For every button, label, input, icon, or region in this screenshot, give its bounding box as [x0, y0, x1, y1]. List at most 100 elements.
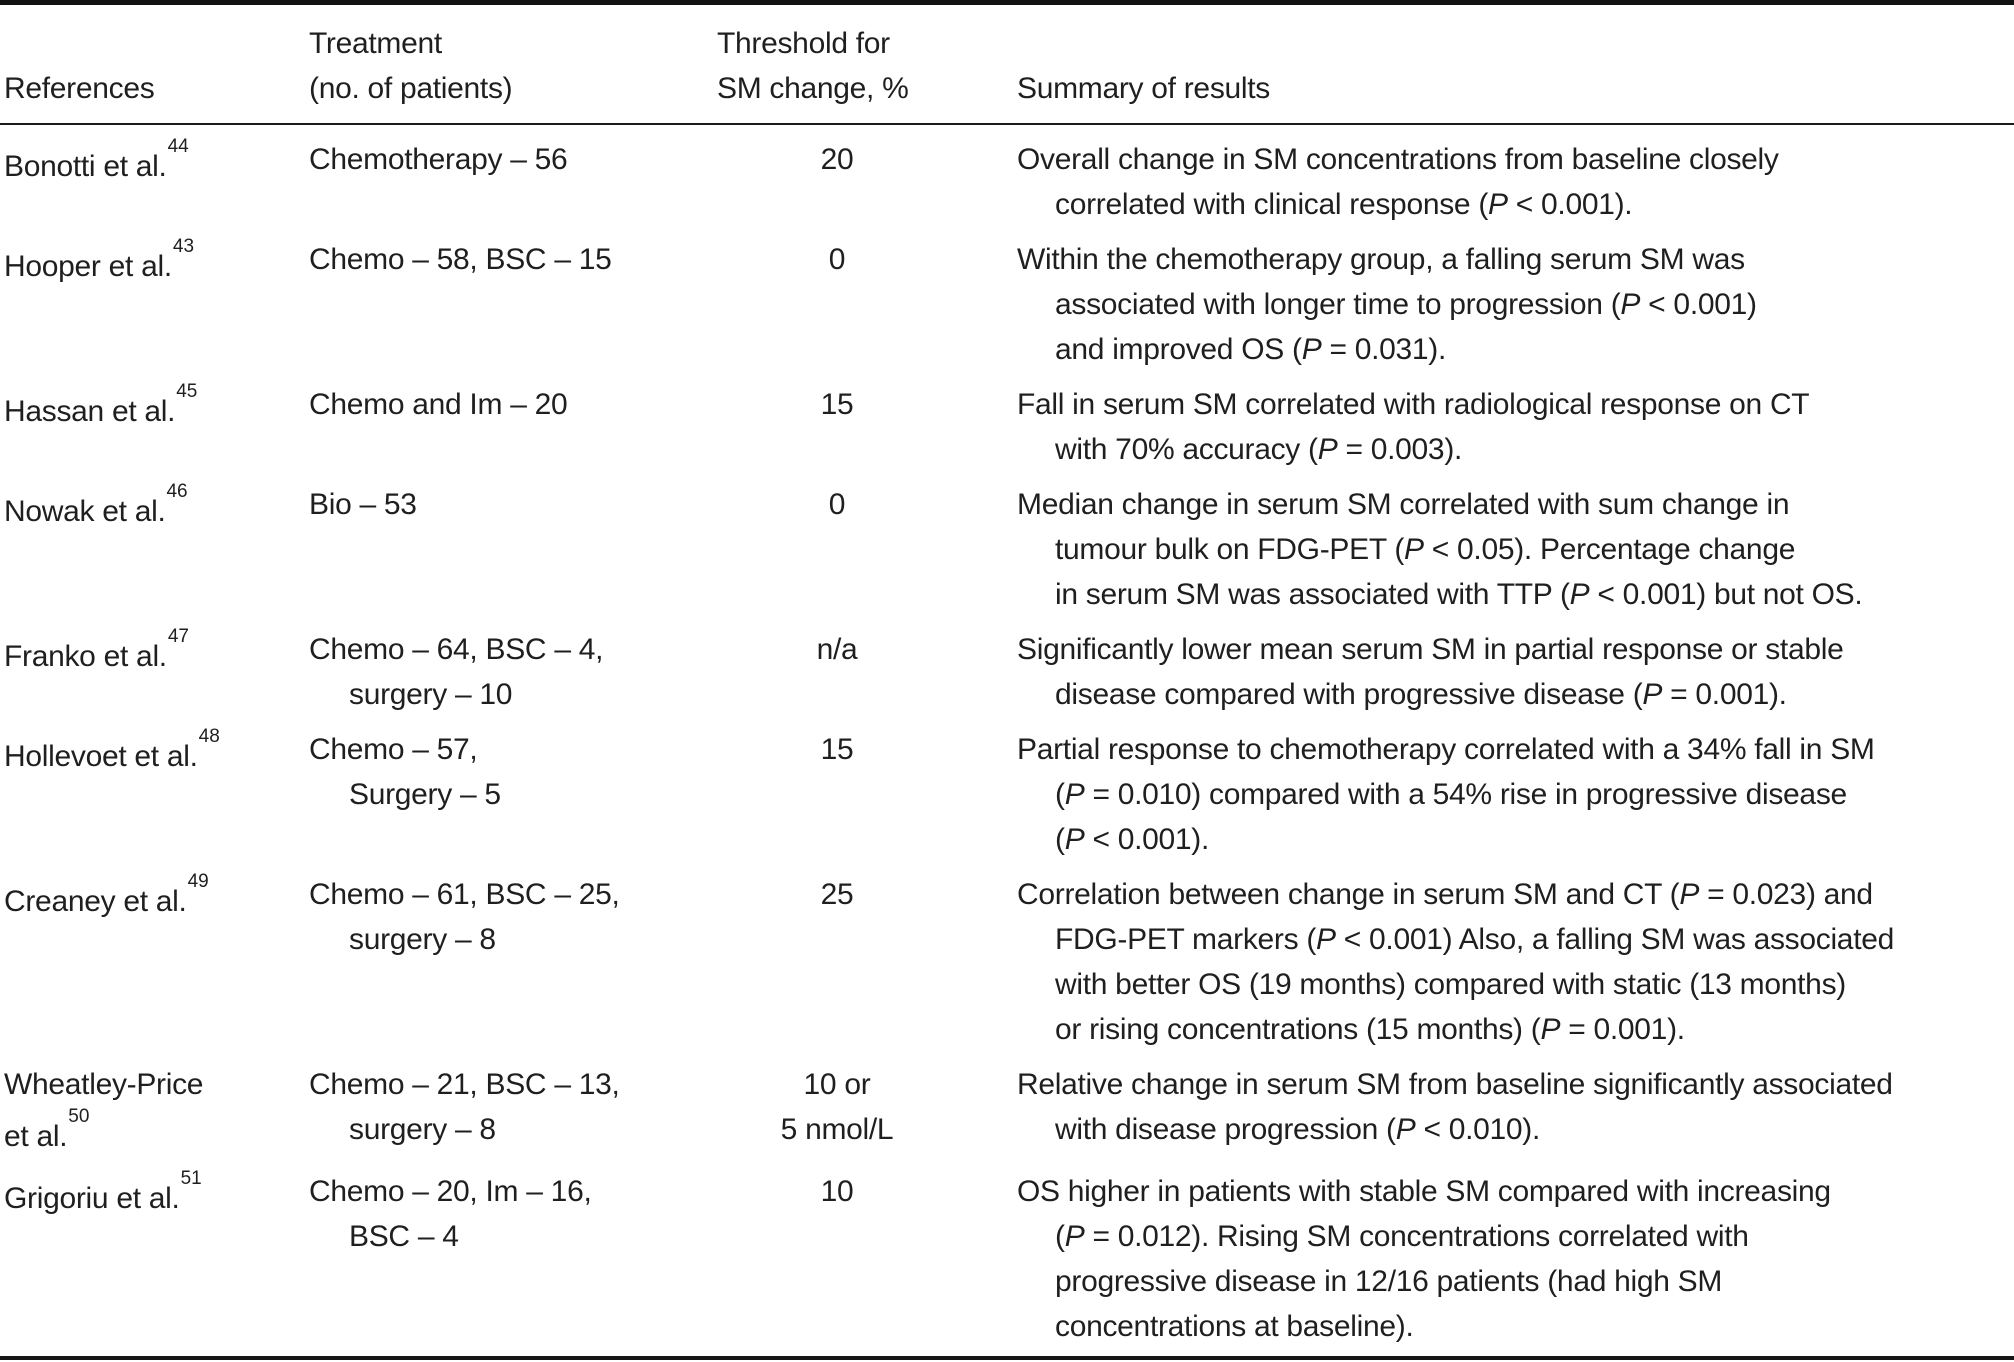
citation-superscript: 49	[187, 871, 209, 892]
treatment-text: surgery – 8	[349, 923, 496, 956]
summary-text: Partial response to chemotherapy correla…	[1017, 733, 1875, 766]
reference-cell: Grigoriu et al.51	[4, 1168, 309, 1221]
summary-text: Median change in serum SM correlated wit…	[1017, 488, 1790, 521]
column-header-label: Threshold for	[717, 27, 890, 60]
treatment-cell: Bio – 53	[309, 482, 717, 527]
summary-text: Correlation between change in serum SM a…	[1017, 878, 1873, 911]
summary-text: tumour bulk on FDG-PET (P < 0.05). Perce…	[1055, 533, 1796, 566]
threshold-cell: 20	[717, 137, 957, 182]
table-header-row: References Treatment (no. of patients) T…	[0, 5, 2014, 123]
summary-cell: Relative change in serum SM from baselin…	[957, 1062, 2014, 1152]
summary-cell: Median change in serum SM correlated wit…	[957, 482, 2014, 617]
summary-text: with disease progression (P < 0.010).	[1055, 1113, 1541, 1146]
threshold-value: 0	[828, 488, 846, 521]
reference-cell: Wheatley-Price et al.50	[4, 1062, 309, 1159]
summary-text: with 70% accuracy (P = 0.003).	[1055, 433, 1463, 466]
treatment-text: Chemo – 57,	[309, 733, 478, 766]
table-row: Creaney et al.49 Chemo – 61, BSC – 25, sur…	[4, 871, 2014, 1052]
treatment-cell: Chemotherapy – 56	[309, 137, 717, 182]
threshold-cell: 0	[717, 482, 957, 527]
reference-cell: Hollevoet et al.48	[4, 726, 309, 779]
summary-cell: Significantly lower mean serum SM in par…	[957, 627, 2014, 717]
treatment-text: BSC – 4	[349, 1220, 459, 1253]
summary-text: Overall change in SM concentrations from…	[1017, 143, 1779, 176]
reference-cell: Nowak et al.46	[4, 481, 309, 534]
threshold-cell: 25	[717, 872, 957, 917]
table-row: Wheatley-Price et al.50 Chemo – 21, BSC – …	[4, 1062, 2014, 1159]
table-row: Grigoriu et al.51 Chemo – 20, Im – 16, BSC…	[4, 1168, 2014, 1349]
treatment-text: Chemo – 20, Im – 16,	[309, 1175, 592, 1208]
reference-text: Wheatley-Price	[4, 1068, 204, 1101]
threshold-value: 15	[820, 733, 854, 766]
summary-text: associated with longer time to progressi…	[1055, 288, 1757, 321]
citation-superscript: 43	[172, 236, 195, 257]
table-row: Bonotti et al.44 Chemotherapy – 56 20 Overa…	[4, 136, 2014, 227]
treatment-text: surgery – 8	[349, 1113, 496, 1146]
reference-text: Hollevoet et al.48	[4, 726, 220, 773]
threshold-cell: 10 or 5 nmol/L	[717, 1062, 957, 1152]
reference-text: Nowak et al.46	[4, 481, 188, 528]
threshold-cell: n/a	[717, 627, 957, 672]
treatment-cell: Chemo – 21, BSC – 13, surgery – 8	[309, 1062, 717, 1152]
column-header-label: (no. of patients)	[309, 72, 513, 105]
treatment-text: Bio – 53	[309, 488, 417, 521]
summary-cell: Fall in serum SM correlated with radiolo…	[957, 382, 2014, 472]
summary-text: and improved OS (P = 0.031).	[1055, 333, 1446, 366]
table-bottom-rule	[0, 1356, 2014, 1360]
summary-cell: Partial response to chemotherapy correla…	[957, 727, 2014, 862]
column-header-summary: Summary of results	[957, 66, 2014, 111]
threshold-cell: 0	[717, 237, 957, 282]
threshold-value: n/a	[816, 633, 858, 666]
column-header-label: Treatment	[309, 27, 442, 60]
reference-cell: Hooper et al.43	[4, 236, 309, 289]
column-header-references: References	[4, 66, 309, 111]
citation-superscript: 51	[180, 1168, 202, 1189]
treatment-text: Chemo – 61, BSC – 25,	[309, 878, 620, 911]
treatment-text: Chemotherapy – 56	[309, 143, 568, 176]
reference-text: Hooper et al.43	[4, 236, 195, 283]
threshold-value: 5 nmol/L	[780, 1113, 894, 1146]
table-header-rule	[0, 123, 2014, 125]
table-row: Franko et al.47 Chemo – 64, BSC – 4, surge…	[4, 626, 2014, 717]
summary-text: concentrations at baseline).	[1055, 1310, 1414, 1343]
column-header-label: References	[4, 72, 155, 105]
threshold-value: 0	[828, 243, 846, 276]
treatment-text: Surgery – 5	[349, 778, 501, 811]
treatment-cell: Chemo – 61, BSC – 25, surgery – 8	[309, 872, 717, 962]
threshold-value: 10 or	[803, 1068, 871, 1101]
citation-superscript: 48	[198, 726, 220, 747]
summary-cell: OS higher in patients with stable SM com…	[957, 1169, 2014, 1349]
table-body: Bonotti et al.44 Chemotherapy – 56 20 Overa…	[0, 125, 2014, 1349]
reference-cell: Creaney et al.49	[4, 871, 309, 924]
column-header-threshold: Threshold for SM change, %	[717, 21, 957, 111]
reference-cell: Bonotti et al.44	[4, 136, 309, 189]
reference-text: Bonotti et al.44	[4, 136, 189, 183]
citation-superscript: 46	[166, 481, 188, 502]
table-row: Nowak et al.46 Bio – 53 0 Median change in …	[4, 481, 2014, 617]
reference-cell: Hassan et al.45	[4, 381, 309, 434]
citation-superscript: 45	[176, 381, 198, 402]
treatment-text: Chemo – 58, BSC – 15	[309, 243, 612, 276]
treatment-text: Chemo – 64, BSC – 4,	[309, 633, 604, 666]
summary-text: Fall in serum SM correlated with radiolo…	[1017, 388, 1810, 421]
summary-text: Significantly lower mean serum SM in par…	[1017, 633, 1844, 666]
column-header-label: SM change, %	[717, 72, 909, 105]
citation-superscript: 50	[68, 1106, 90, 1127]
summary-text: disease compared with progressive diseas…	[1055, 678, 1787, 711]
threshold-value: 10	[820, 1175, 854, 1208]
summary-text: or rising concentrations (15 months) (P …	[1055, 1013, 1685, 1046]
summary-text: Relative change in serum SM from baselin…	[1017, 1068, 1893, 1101]
threshold-value: 15	[820, 388, 854, 421]
column-header-label: Summary of results	[1017, 72, 1270, 105]
summary-cell: Overall change in SM concentrations from…	[957, 137, 2014, 227]
summary-text: FDG-PET markers (P < 0.001) Also, a fall…	[1055, 923, 1894, 956]
treatment-cell: Chemo – 58, BSC – 15	[309, 237, 717, 282]
threshold-value: 20	[820, 143, 854, 176]
summary-text: (P = 0.010) compared with a 54% rise in …	[1055, 778, 1847, 811]
treatment-cell: Chemo – 57, Surgery – 5	[309, 727, 717, 817]
treatment-cell: Chemo – 64, BSC – 4, surgery – 10	[309, 627, 717, 717]
table-row: Hollevoet et al.48 Chemo – 57, Surgery – 5…	[4, 726, 2014, 862]
reference-text: et al.50	[4, 1106, 90, 1153]
threshold-cell: 15	[717, 727, 957, 772]
